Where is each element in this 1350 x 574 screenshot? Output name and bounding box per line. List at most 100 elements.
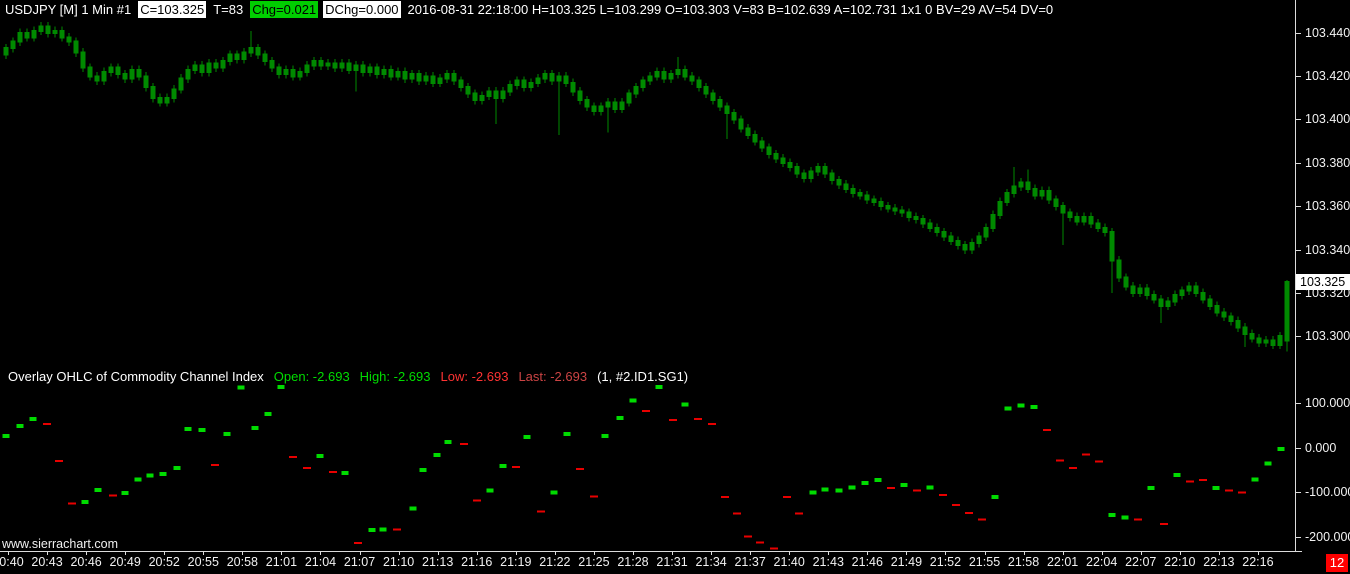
cci-dash-down [733,512,741,515]
price-bar [682,68,688,78]
price-bar [668,73,674,80]
price-bar [402,70,408,80]
time-axis-tick [789,551,791,555]
price-bar [31,29,37,39]
price-chart-region[interactable] [0,0,1295,551]
price-bar [983,226,989,238]
price-bar [1186,285,1192,292]
time-axis-label: 21:22 [539,555,571,569]
time-axis-label: 20:52 [148,555,180,569]
time-axis-label: 20:40 [0,555,24,569]
price-bar [381,68,387,76]
time-axis-line [0,551,1302,552]
price-bar [367,66,373,73]
price-bar [129,68,135,80]
time-axis-label: 22:10 [1164,555,1196,569]
time-axis-label: 21:01 [265,555,298,569]
overlay-label-segment: (1, #2.ID1.SG1) [597,369,689,384]
cci-dash-down [211,463,219,466]
alert-count-badge[interactable]: 12 [1326,554,1348,572]
cci-dash-up [681,402,689,407]
price-axis-scale[interactable]: 103.440 103.420 103.400 103.380 103.360 103.3… [1295,0,1350,551]
time-axis-label: 22:07 [1125,555,1157,569]
price-bar [332,62,338,69]
cci-dash-up [874,478,882,483]
cci-dash-up [835,488,843,493]
price-bar [241,51,247,60]
cci-dash-down [1199,479,1207,482]
price-axis-label: 0.000 [1305,441,1337,455]
time-axis-scale[interactable]: 20:40 20:43 20:46 20:49 20:52 20:55 20:58 21:01… [0,551,1350,574]
cci-dash-down [913,489,921,492]
price-bar [794,166,800,175]
price-bar [346,62,352,71]
price-bar [703,86,709,95]
cci-dash-up [16,424,24,429]
price-bar-wick [250,30,252,57]
price-bar [871,198,877,203]
time-axis-tick [867,551,869,555]
price-bar-wick [495,87,497,124]
time-axis-label: 21:25 [578,555,610,569]
cci-dash-down [939,493,947,496]
price-bar [416,73,422,82]
price-bar [1102,226,1108,234]
price-bar [1172,293,1178,303]
cci-dash-up [134,477,142,482]
time-axis-tick [281,551,283,555]
price-bar [192,64,198,71]
price-bar [745,127,751,136]
cci-dash-up [1004,406,1012,411]
price-axis-label: 103.440 [1305,26,1350,40]
price-bar [815,166,821,173]
cci-dash-down [1186,480,1194,483]
cci-dash-down [43,422,51,425]
price-bar-wick [726,102,728,140]
time-axis-label: 21:16 [461,555,493,569]
time-axis-label: 20:46 [70,555,102,569]
cci-overlay-label: Overlay OHLC of Commodity Channel Index O… [8,369,698,384]
price-axis-tick [1295,206,1301,207]
cci-dash-up [121,491,129,496]
cci-dash-up [550,490,558,495]
price-bar [304,64,310,73]
price-axis-label: 103.420 [1305,69,1350,83]
price-bar [430,75,436,84]
cci-dash-up [264,412,272,417]
price-bar [605,101,611,108]
time-axis-label: 20:49 [109,555,141,569]
price-bar [787,161,793,169]
cci-dash-down [354,542,362,545]
cci-dash-up [184,426,192,431]
cci-dash-up [991,495,999,500]
time-axis-tick [125,551,127,555]
price-bar [997,200,1003,216]
cci-dash-down [68,502,76,505]
price-bar [87,66,93,78]
price-bar [1214,304,1220,314]
cci-dash-up [159,471,167,476]
price-bar [437,77,443,84]
price-bar-wick [355,61,357,92]
price-bar [1116,259,1122,279]
price-bar [465,86,471,95]
time-axis-label: 21:55 [968,555,1001,569]
price-bar-wick [607,97,609,133]
cci-dash-up [900,483,908,488]
price-bar [731,112,737,121]
price-bar [17,32,23,43]
price-bar [493,90,499,99]
cci-dash-down [109,494,117,497]
price-bar [850,187,856,195]
price-bar [38,25,44,32]
price-bar [318,60,324,67]
price-bar [479,94,485,102]
price-bar [269,60,275,69]
cci-dash-up [655,384,663,389]
price-bar [696,79,702,89]
price-bar [1025,181,1031,190]
cci-dash-down [1043,429,1051,432]
cci-dash-down [55,459,63,462]
cci-dash-up [146,473,154,478]
price-bar-wick [677,56,679,79]
